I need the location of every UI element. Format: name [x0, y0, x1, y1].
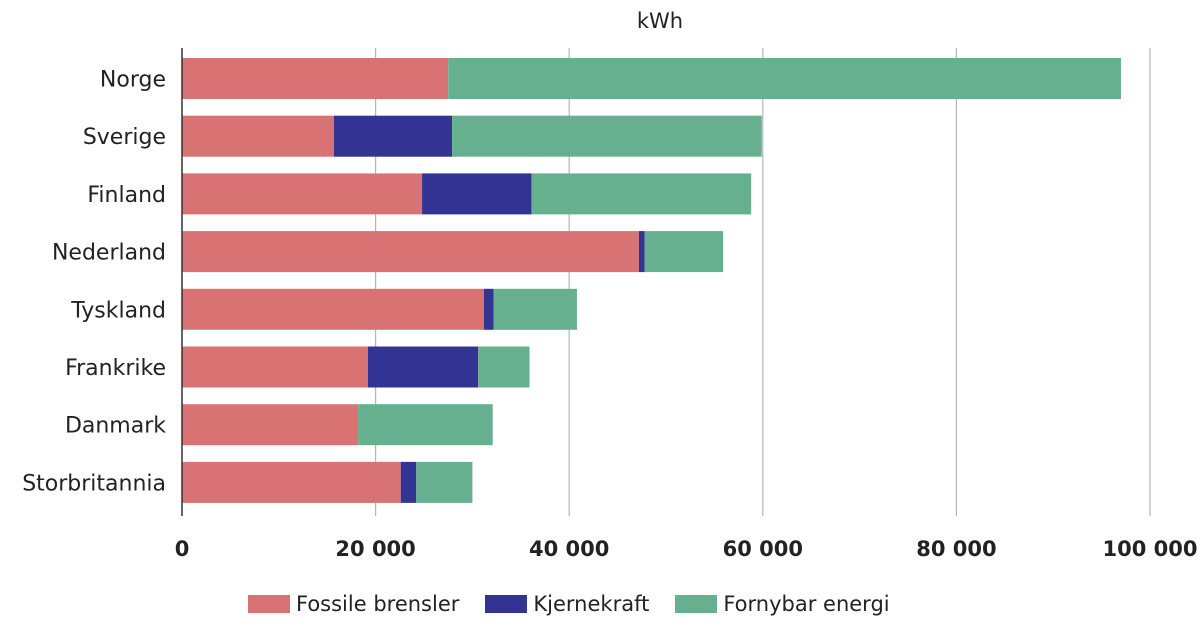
bar-segment [182, 461, 401, 503]
bar-segment [493, 288, 577, 330]
category-labels: Norge Sverige Finland Nederland Tyskland Fran… [22, 68, 166, 497]
x-tick-label: 20 000 [335, 537, 415, 561]
legend-item-fornybar: Fornybar energi [675, 592, 890, 616]
unit-label: kWh [637, 9, 683, 33]
bar-segment [358, 404, 493, 446]
category-label: Danmark [65, 414, 166, 439]
bars [182, 58, 1121, 503]
x-tick-labels: 0 20 000 40 000 60 000 80 000 100 000 [175, 537, 1198, 561]
bar-segment [400, 461, 417, 503]
bar-segment [182, 288, 485, 330]
legend-swatch-kjernekraft [485, 595, 528, 613]
bar-segment [484, 288, 494, 330]
legend: Fossile brensler Kjernekraft Fornybar en… [248, 592, 916, 616]
x-tick-label: 0 [175, 537, 190, 561]
x-tick-label: 80 000 [916, 537, 996, 561]
bar-segment [478, 346, 530, 388]
category-label: Norge [100, 68, 166, 93]
x-tick-label: 60 000 [723, 537, 803, 561]
legend-label-fossile: Fossile brensler [296, 592, 460, 616]
category-label: Nederland [52, 241, 166, 266]
bar-segment [182, 115, 334, 157]
category-label: Tyskland [70, 298, 166, 323]
legend-label-kjernekraft: Kjernekraft [533, 592, 650, 616]
bar-segment [182, 231, 639, 273]
stacked-bar-chart: kWh Norge Sverige Finland Nederland Tyskland… [22, 9, 1198, 561]
x-tick-label: 100 000 [1103, 537, 1198, 561]
x-tick-label: 40 000 [529, 537, 609, 561]
bar-segment [182, 173, 423, 215]
legend-swatch-fornybar [675, 595, 718, 613]
bar-segment [182, 58, 449, 99]
bar-segment [644, 231, 724, 273]
category-label: Finland [87, 183, 166, 208]
bar-segment [422, 173, 532, 215]
bar-segment [531, 173, 752, 215]
bar-segment [367, 346, 479, 388]
legend-item-fossile: Fossile brensler [248, 592, 459, 616]
bar-segment [182, 346, 368, 388]
bar-segment [452, 115, 762, 157]
category-label: Sverige [83, 125, 166, 150]
legend-swatch-fossile [248, 595, 290, 613]
category-label: Storbritannia [22, 471, 166, 496]
bar-segment [182, 404, 359, 446]
bar-segment [448, 58, 1121, 99]
bar-segment [416, 461, 473, 503]
legend-label-fornybar: Fornybar energi [723, 592, 890, 616]
bar-segment [638, 231, 645, 273]
category-label: Frankrike [65, 356, 166, 381]
bar-segment [333, 115, 453, 157]
legend-item-kjernekraft: Kjernekraft [485, 592, 649, 616]
